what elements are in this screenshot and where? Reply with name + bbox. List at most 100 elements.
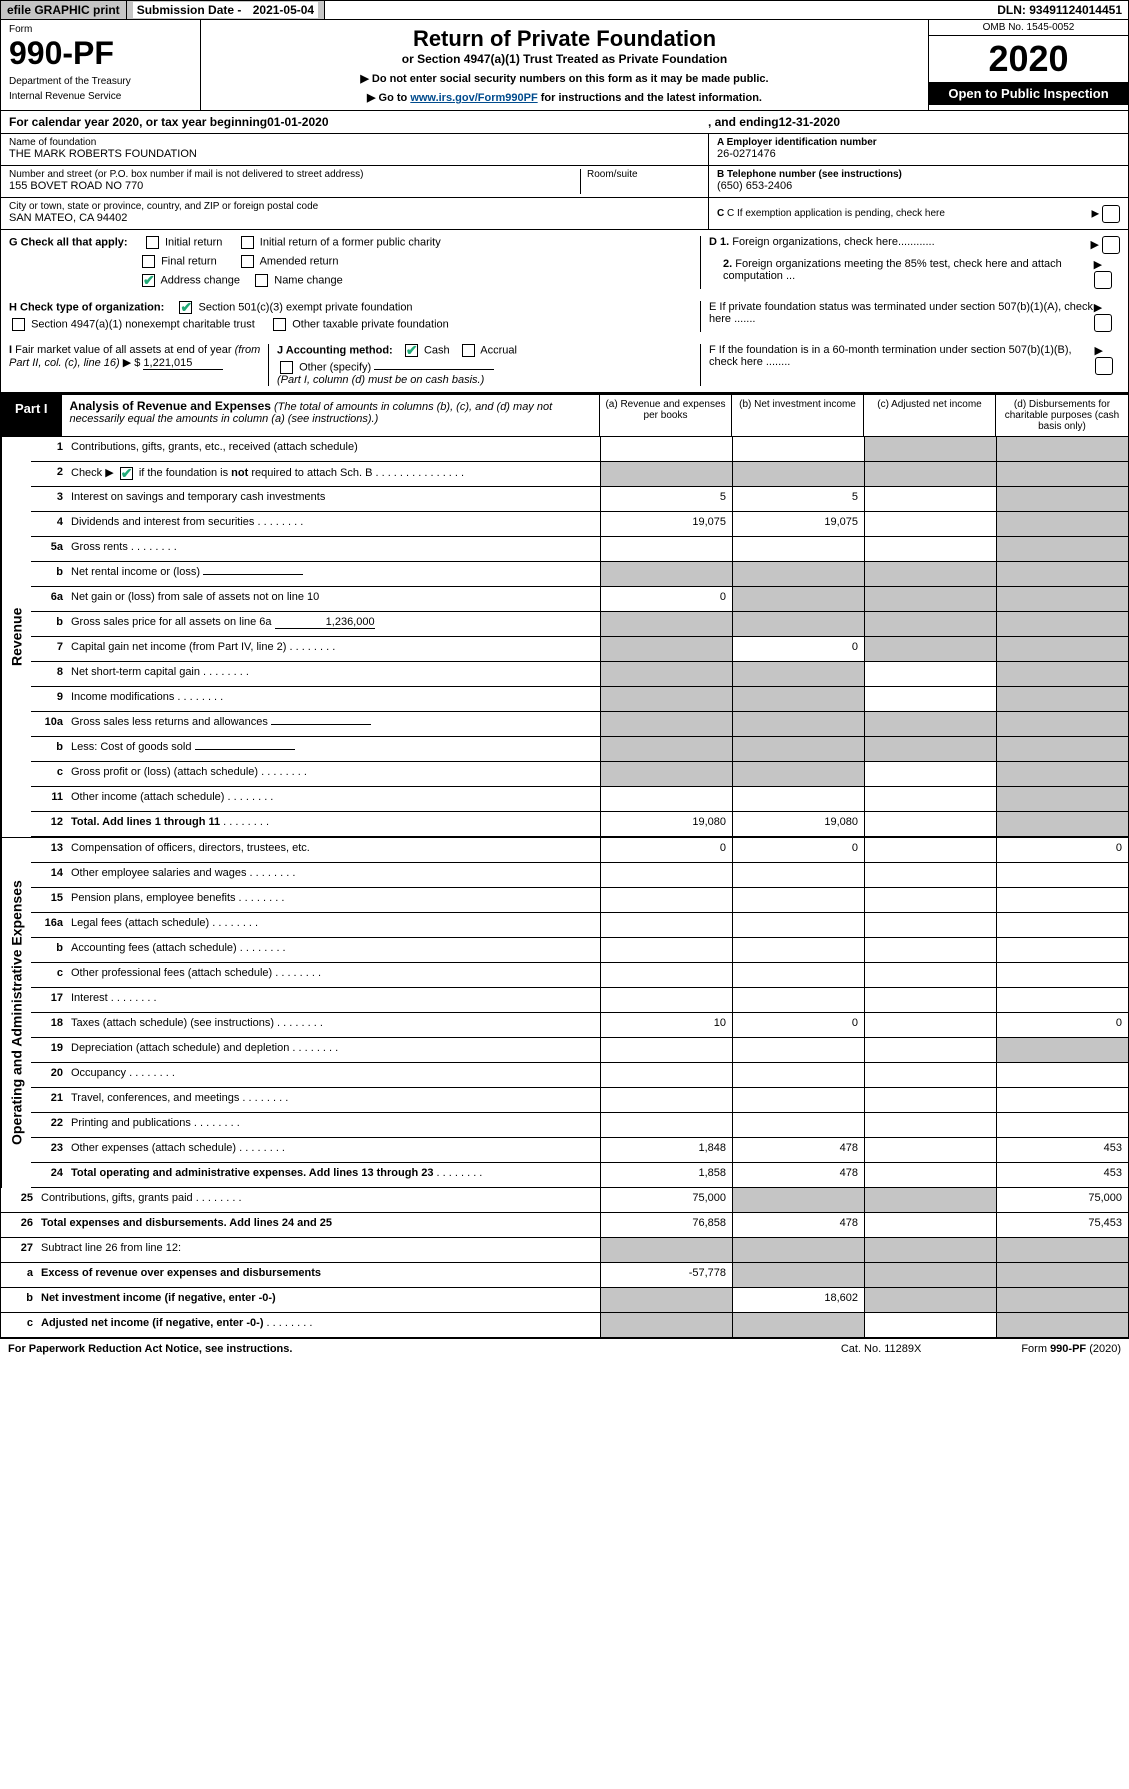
cell bbox=[996, 612, 1128, 636]
cell bbox=[864, 487, 996, 511]
cell bbox=[732, 988, 864, 1012]
cell bbox=[864, 1088, 996, 1112]
cb-sch-b[interactable] bbox=[120, 467, 133, 480]
cb-d2[interactable] bbox=[1094, 271, 1112, 289]
cb-accrual[interactable] bbox=[462, 344, 475, 357]
cell bbox=[996, 562, 1128, 586]
cell bbox=[864, 988, 996, 1012]
cell bbox=[732, 737, 864, 761]
cell bbox=[996, 888, 1128, 912]
row-desc: Subtract line 26 from line 12: bbox=[41, 1238, 600, 1262]
cb-501c3[interactable] bbox=[179, 301, 192, 314]
row-desc: Interest . . . . . . . . bbox=[71, 988, 600, 1012]
cell bbox=[864, 1313, 996, 1337]
row-desc: Pension plans, employee benefits . . . .… bbox=[71, 888, 600, 912]
col-a-hdr: (a) Revenue and expenses per books bbox=[600, 395, 732, 436]
cb-d1[interactable] bbox=[1102, 236, 1120, 254]
cell bbox=[996, 662, 1128, 686]
cell bbox=[996, 1263, 1128, 1287]
row-num: 10a bbox=[31, 712, 71, 736]
row-desc: Travel, conferences, and meetings . . . … bbox=[71, 1088, 600, 1112]
cell bbox=[864, 662, 996, 686]
cell bbox=[996, 1313, 1128, 1337]
irs-link[interactable]: www.irs.gov/Form990PF bbox=[410, 92, 537, 104]
table-row: cGross profit or (loss) (attach schedule… bbox=[31, 762, 1128, 787]
row-num: 21 bbox=[31, 1088, 71, 1112]
row-num: 24 bbox=[31, 1163, 71, 1187]
table-row: 17Interest . . . . . . . . bbox=[31, 988, 1128, 1013]
cb-initial[interactable] bbox=[146, 236, 159, 249]
cb-final[interactable] bbox=[142, 255, 155, 268]
cb-e[interactable] bbox=[1094, 314, 1112, 332]
cb-name-change[interactable] bbox=[255, 274, 268, 287]
fmv: 1,221,015 bbox=[143, 357, 223, 370]
footer: For Paperwork Reduction Act Notice, see … bbox=[0, 1338, 1129, 1359]
cell: 75,453 bbox=[996, 1213, 1128, 1237]
row-num: 27 bbox=[1, 1238, 41, 1262]
table-row: 2Check ▶ if the foundation is not requir… bbox=[31, 462, 1128, 487]
row-num: 2 bbox=[31, 462, 71, 486]
cell bbox=[732, 963, 864, 987]
cell bbox=[996, 1063, 1128, 1087]
sub-date: 2021-05-04 bbox=[249, 2, 318, 18]
cell: 1,848 bbox=[600, 1138, 732, 1162]
cb-f[interactable] bbox=[1095, 357, 1113, 375]
cell bbox=[600, 612, 732, 636]
begin-date: 01-01-2020 bbox=[267, 115, 328, 129]
table-row: 26Total expenses and disbursements. Add … bbox=[1, 1213, 1128, 1238]
cell bbox=[864, 1288, 996, 1312]
table-row: 8Net short-term capital gain . . . . . .… bbox=[31, 662, 1128, 687]
cell bbox=[996, 1038, 1128, 1062]
cb-4947[interactable] bbox=[12, 318, 25, 331]
cell bbox=[732, 888, 864, 912]
cell bbox=[600, 1038, 732, 1062]
label-e: E If private foundation status was termi… bbox=[709, 301, 1094, 332]
row-num: 14 bbox=[31, 863, 71, 887]
cb-other-method[interactable] bbox=[280, 361, 293, 374]
cb-initial-former[interactable] bbox=[241, 236, 254, 249]
cell bbox=[864, 1138, 996, 1162]
table-row: 21Travel, conferences, and meetings . . … bbox=[31, 1088, 1128, 1113]
table-row: bNet investment income (if negative, ent… bbox=[1, 1288, 1128, 1313]
part-num: Part I bbox=[1, 395, 62, 436]
row-num: 20 bbox=[31, 1063, 71, 1087]
cell bbox=[600, 913, 732, 937]
table-row: cOther professional fees (attach schedul… bbox=[31, 963, 1128, 988]
cell bbox=[864, 1238, 996, 1262]
cell bbox=[864, 1063, 996, 1087]
cell bbox=[600, 988, 732, 1012]
city-row: City or town, state or province, country… bbox=[1, 198, 708, 230]
cell bbox=[864, 1263, 996, 1287]
cell: 19,080 bbox=[600, 812, 732, 836]
table-row: 6aNet gain or (loss) from sale of assets… bbox=[31, 587, 1128, 612]
table-row: bLess: Cost of goods sold bbox=[31, 737, 1128, 762]
row-num: b bbox=[31, 562, 71, 586]
row-desc: Net short-term capital gain . . . . . . … bbox=[71, 662, 600, 686]
cb-addr-change[interactable] bbox=[142, 274, 155, 287]
col-b-hdr: (b) Net investment income bbox=[732, 395, 864, 436]
cb-other-pf[interactable] bbox=[273, 318, 286, 331]
cell bbox=[732, 712, 864, 736]
row-desc: Gross sales price for all assets on line… bbox=[71, 612, 600, 636]
table-row: bAccounting fees (attach schedule) . . .… bbox=[31, 938, 1128, 963]
cb-amended[interactable] bbox=[241, 255, 254, 268]
cell: 5 bbox=[732, 487, 864, 511]
row-num: 19 bbox=[31, 1038, 71, 1062]
row-desc: Net rental income or (loss) bbox=[71, 562, 600, 586]
row-num: 7 bbox=[31, 637, 71, 661]
row-desc: Interest on savings and temporary cash i… bbox=[71, 487, 600, 511]
tail-rows: 25Contributions, gifts, grants paid . . … bbox=[1, 1188, 1128, 1338]
row-desc: Depreciation (attach schedule) and deple… bbox=[71, 1038, 600, 1062]
cell bbox=[600, 737, 732, 761]
cell bbox=[864, 712, 996, 736]
cell bbox=[864, 1163, 996, 1187]
row-num: 11 bbox=[31, 787, 71, 811]
cb-cash[interactable] bbox=[405, 344, 418, 357]
row-num: b bbox=[1, 1288, 41, 1312]
c-checkbox[interactable] bbox=[1102, 205, 1120, 223]
row-desc: Check ▶ if the foundation is not require… bbox=[71, 462, 600, 486]
cell bbox=[864, 787, 996, 811]
row-num: 1 bbox=[31, 437, 71, 461]
cell bbox=[600, 637, 732, 661]
row-desc: Dividends and interest from securities .… bbox=[71, 512, 600, 536]
